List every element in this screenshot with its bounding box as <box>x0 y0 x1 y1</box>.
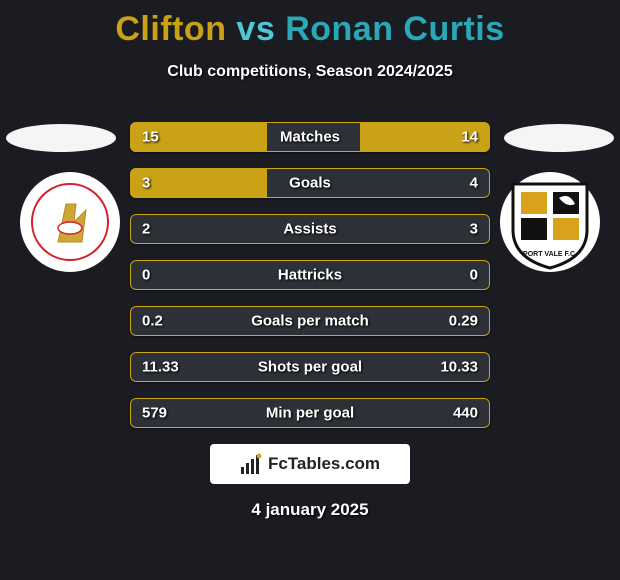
stat-value-right: 4 <box>470 175 478 192</box>
subtitle: Club competitions, Season 2024/2025 <box>0 63 620 81</box>
branding-text: FcTables.com <box>268 454 380 474</box>
stat-value-right: 14 <box>461 129 478 146</box>
stat-value-left: 15 <box>142 129 159 146</box>
stat-label: Goals per match <box>130 313 490 330</box>
stat-label: Goals <box>130 175 490 192</box>
stat-row: Assists2 3 <box>130 214 490 244</box>
stat-label: Matches <box>130 129 490 146</box>
stat-value-right: 0.29 <box>449 313 478 330</box>
stat-value-right: 0 <box>470 267 478 284</box>
stat-value-left: 0.2 <box>142 313 163 330</box>
stats-bars: Matches1514Goals34Assists23Hattricks00Go… <box>130 122 490 444</box>
stat-label: Shots per goal <box>130 359 490 376</box>
stat-label: Assists <box>130 221 490 238</box>
stat-label: Min per goal <box>130 405 490 422</box>
stat-row: Goals3 4 <box>130 168 490 198</box>
stat-value-right: 3 <box>470 221 478 238</box>
player2-name: Ronan Curtis <box>285 10 504 48</box>
stat-row: Hattricks0 0 <box>130 260 490 290</box>
stat-value-right: 10.33 <box>440 359 478 376</box>
stat-value-left: 3 <box>142 175 150 192</box>
stat-value-right: 440 <box>453 405 478 422</box>
svg-text:PORT VALE F.C.: PORT VALE F.C. <box>523 251 577 258</box>
player1-photo-placeholder <box>6 124 116 152</box>
player2-photo-placeholder <box>504 124 614 152</box>
club-logo-right: PORT VALE F.C. <box>500 172 600 272</box>
stat-row: Goals per match0.2 0.29 <box>130 306 490 336</box>
stat-label: Hattricks <box>130 267 490 284</box>
player1-name: Clifton <box>115 10 226 48</box>
stat-row: Min per goal579 440 <box>130 398 490 428</box>
portvale-crest-icon: PORT VALE F.C. <box>507 174 593 270</box>
doncaster-crest-icon <box>30 182 110 262</box>
stat-value-left: 2 <box>142 221 150 238</box>
vs-label: vs <box>236 10 275 48</box>
branding-badge: FcTables.com <box>210 444 410 484</box>
stat-value-left: 579 <box>142 405 167 422</box>
stat-value-left: 11.33 <box>142 359 179 376</box>
club-logo-left <box>20 172 120 272</box>
fctables-logo-icon <box>240 453 262 475</box>
stat-value-left: 0 <box>142 267 150 284</box>
stat-row: Matches15 14 <box>130 122 490 152</box>
page-title: Clifton vs Ronan Curtis <box>0 0 620 49</box>
stat-row: Shots per goal11.33 10.33 <box>130 352 490 382</box>
date-text: 4 january 2025 <box>0 500 620 520</box>
